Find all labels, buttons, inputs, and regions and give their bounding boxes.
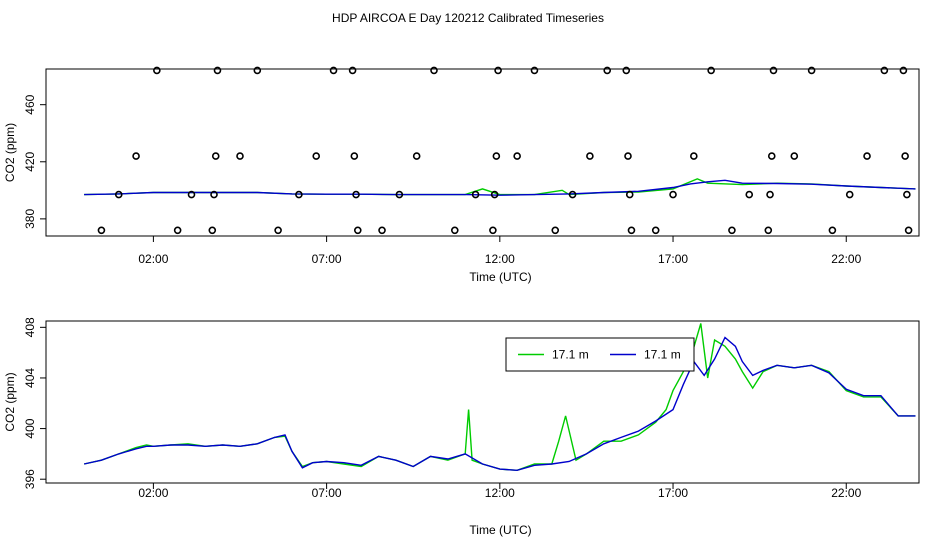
scatter-point: [651, 226, 660, 235]
y-axis-title: CO2 (ppm): [3, 372, 17, 431]
chart-legend: 17.1 m 17.1 m: [505, 337, 695, 372]
y-tick-label: 400: [23, 418, 37, 438]
x-axis-title: Time (UTC): [469, 270, 531, 284]
scatter-point: [153, 66, 161, 75]
scatter-point: [904, 226, 913, 235]
scatter-point: [767, 152, 776, 160]
legend-label: 17.1 m: [644, 348, 681, 362]
scatter-point: [430, 66, 438, 75]
scatter-point: [210, 190, 218, 199]
scatter-point: [769, 66, 778, 75]
legend-label: 17.1 m: [552, 348, 589, 362]
scatter-point: [690, 152, 698, 160]
x-tick-label: 12:00: [485, 252, 515, 266]
scatter-point: [114, 190, 123, 199]
scatter-point: [353, 226, 362, 235]
y-tick-label: 420: [23, 151, 37, 171]
x-tick-label: 02:00: [138, 252, 168, 266]
scatter-point: [450, 226, 459, 235]
y-tick-label: 380: [23, 209, 37, 229]
scatter-point: [790, 152, 799, 160]
x-tick-label: 02:00: [138, 486, 168, 500]
plot-frame: [45, 320, 920, 484]
series-line-blue: [83, 336, 916, 472]
scatter-point: [236, 152, 244, 160]
scatter-point: [863, 152, 871, 160]
scatter-point: [489, 226, 497, 235]
scatter-point: [213, 66, 222, 75]
scatter-point: [624, 152, 632, 160]
scatter-point: [352, 190, 360, 199]
x-tick-label: 22:00: [831, 252, 861, 266]
chart-title: HDP AIRCOA E Day 120212 Calibrated Times…: [332, 11, 604, 25]
panel-top: 02:00 07:00 12:00 17:00 22:00 380 420 460 Time (…: [3, 66, 920, 284]
scatter-point: [899, 66, 908, 75]
scatter-point: [707, 66, 715, 75]
scatter-point: [766, 190, 774, 199]
x-tick-label: 22:00: [831, 486, 861, 500]
scatter-point: [669, 190, 677, 199]
scatter-point: [187, 190, 196, 199]
scatter-point: [903, 190, 911, 199]
plot-frame: [45, 68, 920, 237]
scatter-point: [312, 152, 321, 160]
scatter-point: [471, 190, 480, 199]
y-axis-title: CO2 (ppm): [3, 123, 17, 182]
y-tick-label: 408: [23, 317, 37, 337]
scatter-point: [845, 190, 854, 199]
x-tick-label: 17:00: [658, 486, 688, 500]
scatter-point: [494, 66, 502, 75]
scatter-point: [132, 152, 140, 160]
scatter-point: [625, 190, 634, 199]
scatter-point: [530, 66, 539, 75]
x-tick-label: 07:00: [312, 252, 342, 266]
scatter-point: [490, 190, 499, 199]
scatter-point: [412, 152, 421, 160]
scatter-point: [807, 66, 816, 75]
y-tick-label: 404: [23, 368, 37, 388]
scatter-point: [745, 190, 754, 199]
scatter-point: [622, 66, 631, 75]
scatter-point: [295, 190, 303, 199]
scatter-point: [329, 66, 338, 75]
scatter-point: [348, 66, 357, 75]
scatter-point: [208, 226, 217, 235]
y-tick-label: 396: [23, 469, 37, 489]
scatter-point: [551, 226, 560, 235]
scatter-point: [764, 226, 773, 235]
panel-bottom: 02:00 07:00 12:00 17:00 22:00 396 400 404 408 Tim…: [3, 317, 920, 537]
x-tick-label: 07:00: [312, 486, 342, 500]
scatter-point: [627, 226, 636, 235]
scatter-point: [901, 152, 909, 160]
scatter-point: [880, 66, 889, 75]
scatter-point: [173, 226, 182, 235]
scatter-point: [350, 152, 359, 160]
scatter-point: [828, 226, 837, 235]
x-axis-title: Time (UTC): [469, 523, 531, 537]
scatter-point: [513, 152, 521, 160]
scatter-point: [586, 152, 594, 160]
y-tick-label: 460: [23, 94, 37, 114]
series-line-green: [83, 323, 916, 472]
scatter-point: [568, 190, 577, 199]
series-line-blue: [84, 179, 916, 196]
scatter-point: [274, 226, 282, 235]
scatter-point: [603, 66, 612, 75]
scatter-point: [728, 226, 736, 235]
x-tick-label: 17:00: [658, 252, 688, 266]
scatter-point: [378, 226, 386, 235]
x-tick-label: 12:00: [485, 486, 515, 500]
scatter-point: [253, 66, 262, 75]
scatter-point: [492, 152, 501, 160]
scatter-point: [395, 190, 404, 199]
scatter-point: [211, 152, 220, 160]
scatter-point: [97, 226, 106, 235]
